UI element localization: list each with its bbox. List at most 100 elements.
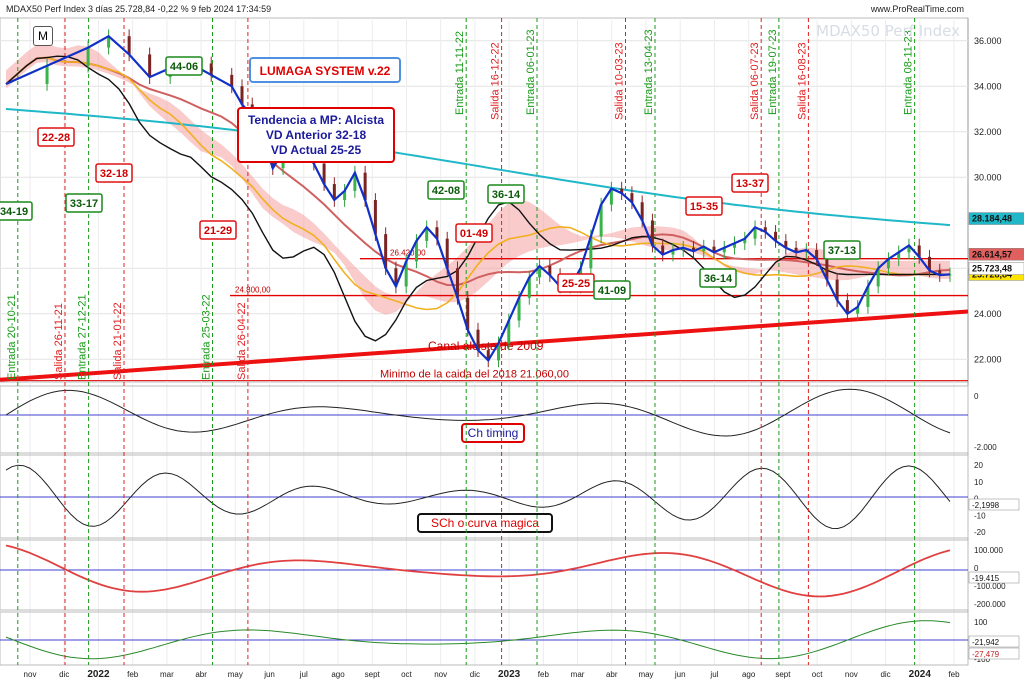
- chart-title: MDAX50 Perf Index 3 días 25.728,84 -0,22…: [6, 4, 272, 14]
- price-badge: 25.723,48: [972, 264, 1012, 274]
- y-tick-label: 24.000: [974, 309, 1002, 319]
- cycle-label: 13-37: [736, 178, 764, 190]
- signal-label: Salida 06-07-23: [749, 42, 761, 120]
- x-tick-label: may: [228, 670, 243, 679]
- candle-body: [866, 286, 870, 307]
- cycle-label: 21-29: [204, 225, 232, 237]
- panel-tick: 0: [974, 392, 979, 401]
- x-tick-label: feb: [127, 670, 139, 679]
- price-badge: 26.614,57: [972, 249, 1012, 259]
- candle-body: [476, 329, 480, 351]
- panel-frame: [0, 385, 969, 454]
- candle-body: [507, 320, 511, 344]
- panel-badge: -2,1998: [972, 501, 1000, 510]
- cycle-label: 44-06: [170, 61, 198, 73]
- candle-body: [763, 227, 767, 232]
- candle-body: [671, 250, 675, 255]
- candle-body: [425, 227, 429, 241]
- candle-body: [107, 36, 111, 48]
- panel-frame: [0, 611, 969, 666]
- signal-label: Entrada 11-11-22: [454, 31, 466, 115]
- signal-label: Entrada 06-01-23: [525, 29, 537, 115]
- y-axis: 36.00034.00032.00030.00026.00024.00022.0…: [968, 36, 1024, 364]
- candle-body: [332, 184, 336, 200]
- panel-label: SCh o curva magica: [431, 516, 539, 530]
- m-button[interactable]: M: [33, 26, 53, 46]
- candle-body: [322, 163, 326, 185]
- cycle-label: 01-49: [460, 228, 488, 240]
- cycle-label: 15-35: [690, 201, 718, 213]
- level-label: 24.800,00: [235, 286, 271, 295]
- cycle-label-box: [199, 220, 237, 240]
- signal-label: Entrada 08-11-23: [903, 30, 915, 115]
- panel-badge: -19.415: [972, 574, 1000, 583]
- candle-body: [743, 238, 747, 244]
- panel-badge-bg: [968, 647, 1020, 660]
- candle-body: [373, 200, 377, 235]
- cycle-label-box: [37, 127, 75, 147]
- price-badge-bg: [968, 212, 1024, 225]
- candle-body: [835, 279, 839, 301]
- cloud-area: [6, 43, 950, 315]
- signal-label: Entrada 25-03-22: [201, 294, 213, 380]
- x-tick-label: nov: [434, 670, 447, 679]
- x-tick-label: abr: [606, 670, 618, 679]
- cycle-label: 25-25: [562, 278, 590, 290]
- x-tick-label: mar: [160, 670, 174, 679]
- candle-body: [722, 247, 726, 253]
- candle-body: [394, 268, 398, 287]
- candle-body: [753, 227, 757, 239]
- cycle-label-box: [65, 193, 103, 213]
- candle-body: [466, 297, 470, 330]
- panel-tick: -20: [974, 528, 986, 537]
- trend-box: [237, 107, 395, 163]
- x-tick-label: nov: [24, 670, 37, 679]
- cycle-label: 33-17: [70, 198, 98, 210]
- candle-body: [620, 188, 624, 194]
- x-tick-label: oct: [401, 670, 412, 679]
- ma-long-line: [5, 108, 951, 227]
- candle-body: [86, 47, 90, 66]
- ma-short-line: [5, 56, 950, 311]
- signal-label: Entrada 13-04-23: [643, 29, 655, 115]
- y-tick-label: 34.000: [974, 81, 1002, 91]
- x-tick-label: oct: [812, 670, 823, 679]
- panel-oscillator: [5, 388, 951, 437]
- panel-tick: 100: [974, 618, 988, 627]
- source-label: www.ProRealTime.com: [870, 4, 964, 14]
- cycle-label: 42-08: [432, 185, 460, 197]
- cycle-label-box: [699, 268, 737, 288]
- candle-body: [384, 234, 388, 269]
- x-tick-label: jun: [263, 670, 275, 679]
- x-tick-label: jul: [709, 670, 718, 679]
- candle-body: [702, 246, 706, 252]
- candle-body: [825, 259, 829, 280]
- candle-body: [589, 236, 593, 269]
- panel-frame: [0, 539, 969, 611]
- x-tick-label: feb: [538, 670, 550, 679]
- trend-line1: Tendencia a MP: Alcista: [248, 113, 384, 127]
- x-tick-label: sept: [365, 670, 381, 679]
- ma-mid-line: [5, 56, 951, 287]
- panel-tick: 20: [974, 461, 983, 470]
- panel-tick: -100: [974, 655, 991, 664]
- cycle-label: 34-19: [0, 206, 28, 218]
- panel-label-box: [417, 513, 553, 533]
- panel-tick: -2.000: [974, 443, 997, 452]
- x-tick-label: ago: [742, 670, 756, 679]
- signal-label: Salida 16-08-23: [796, 42, 808, 120]
- candle-body: [897, 252, 901, 260]
- x-tick-label: 2024: [909, 669, 932, 680]
- panel-badge-bg: [968, 498, 1020, 511]
- panel-tick: -10: [974, 511, 986, 520]
- panel-tick: 10: [974, 478, 983, 487]
- candle-body: [691, 247, 695, 252]
- signal-label: Salida 10-03-23: [614, 42, 626, 120]
- candle-body: [363, 172, 367, 200]
- panel-badge: -27,479: [972, 650, 1000, 659]
- cycle-label-box: [165, 56, 203, 76]
- price-badge-bg: [968, 248, 1024, 261]
- x-tick-label: may: [638, 670, 653, 679]
- candle-body: [609, 188, 613, 205]
- candle-body: [784, 240, 788, 248]
